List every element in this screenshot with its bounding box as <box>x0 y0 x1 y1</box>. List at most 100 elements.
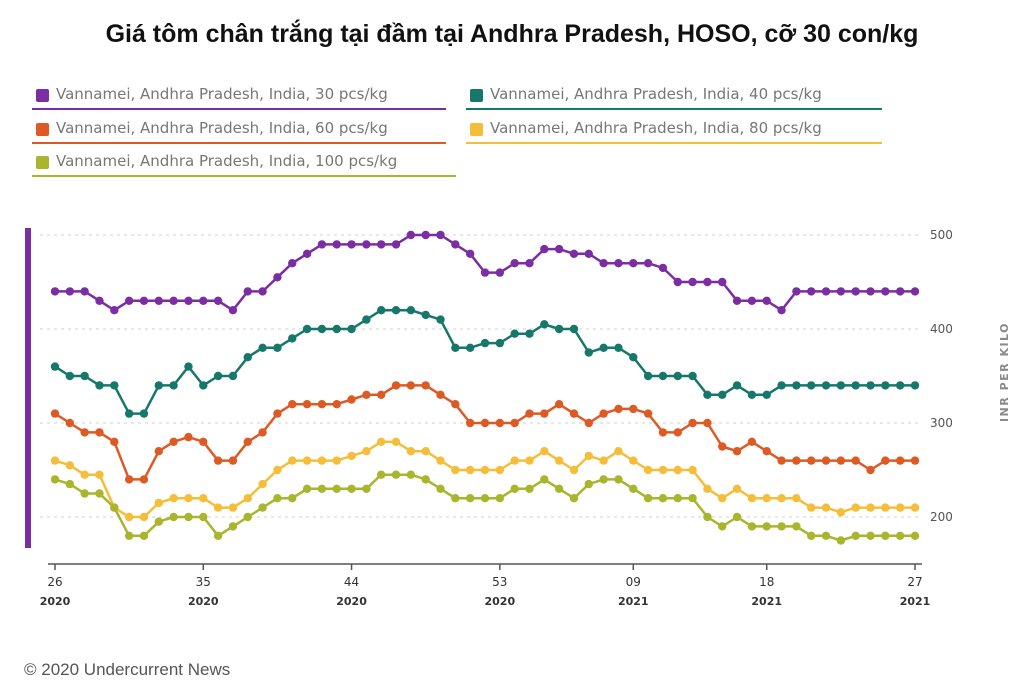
y-axis-ticks: 200 300 400 500 <box>930 228 953 524</box>
data-point-100-32 <box>525 484 534 493</box>
data-point-100-55 <box>866 531 875 540</box>
data-point-60-7 <box>154 447 163 456</box>
chart-title: Giá tôm chân trắng tại đầm tại Andhra Pr… <box>105 20 919 48</box>
data-point-60-43 <box>688 418 697 428</box>
data-point-40-5 <box>124 409 134 418</box>
data-point-30-9 <box>184 296 193 305</box>
x-tick-year-53: 2020 <box>485 595 516 608</box>
data-point-60-9 <box>184 432 193 442</box>
data-point-30-48 <box>762 296 771 305</box>
data-point-60-41 <box>658 428 668 437</box>
data-point-30-0 <box>50 287 60 296</box>
data-point-100-52 <box>821 531 831 540</box>
data-point-80-18 <box>317 456 327 465</box>
data-point-30-6 <box>139 296 149 305</box>
data-point-40-38 <box>614 343 623 352</box>
data-point-80-8 <box>169 494 178 503</box>
x-tick-label-27: 27 <box>907 575 922 589</box>
data-point-100-53 <box>836 536 846 545</box>
data-point-100-24 <box>406 470 416 479</box>
x-tick-label-09: 09 <box>626 575 641 589</box>
data-point-40-35 <box>569 324 579 334</box>
data-point-30-52 <box>821 287 831 296</box>
legend-item-100[interactable]: Vannamei, Andhra Pradesh, India, 100 pcs… <box>32 151 456 181</box>
data-point-100-48 <box>762 522 771 531</box>
x-tick-label-53: 53 <box>492 575 507 589</box>
data-point-60-4 <box>110 437 119 446</box>
data-point-30-26 <box>436 230 445 240</box>
data-point-60-5 <box>124 475 134 484</box>
data-point-40-16 <box>288 334 297 343</box>
data-point-100-14 <box>258 503 267 512</box>
data-point-40-56 <box>881 381 890 390</box>
data-point-80-49 <box>777 494 786 503</box>
data-point-100-57 <box>895 531 905 540</box>
data-point-100-37 <box>599 475 608 484</box>
data-point-100-21 <box>362 484 371 493</box>
data-point-40-28 <box>465 343 475 352</box>
data-point-80-24 <box>406 447 416 456</box>
legend-label-100: Vannamei, Andhra Pradesh, India, 100 pcs… <box>56 152 398 170</box>
data-point-30-43 <box>688 277 697 287</box>
data-point-100-12 <box>228 522 238 531</box>
data-point-100-19 <box>332 484 341 493</box>
data-point-60-18 <box>317 400 327 409</box>
data-point-30-27 <box>451 240 460 249</box>
data-point-100-8 <box>169 512 178 522</box>
data-point-100-44 <box>703 512 712 522</box>
data-point-60-28 <box>465 418 475 428</box>
data-point-60-45 <box>718 442 727 451</box>
legend-item-80[interactable]: Vannamei, Andhra Pradesh, India, 80 pcs/… <box>466 118 882 148</box>
legend-label-30: Vannamei, Andhra Pradesh, India, 30 pcs/… <box>56 85 388 103</box>
data-point-40-27 <box>451 343 460 352</box>
data-point-40-40 <box>643 371 653 381</box>
legend-label-60: Vannamei, Andhra Pradesh, India, 60 pcs/… <box>56 119 388 137</box>
data-point-100-45 <box>718 522 727 531</box>
y-axis-label: INR PER KILO <box>998 322 1011 422</box>
data-point-40-34 <box>554 324 564 334</box>
data-point-80-9 <box>184 494 193 503</box>
legend-item-60[interactable]: Vannamei, Andhra Pradesh, India, 60 pcs/… <box>32 118 446 148</box>
data-point-80-12 <box>228 503 238 512</box>
data-point-100-11 <box>213 531 223 540</box>
data-point-40-58 <box>910 381 920 390</box>
data-point-100-54 <box>851 531 860 540</box>
series-line-60 <box>54 384 915 481</box>
legend-swatch-40 <box>470 89 483 102</box>
legend-item-40[interactable]: Vannamei, Andhra Pradesh, India, 40 pcs/… <box>466 84 882 114</box>
data-point-100-46 <box>732 512 742 522</box>
data-point-30-21 <box>362 240 371 249</box>
data-point-80-30 <box>495 465 505 475</box>
data-point-100-41 <box>658 494 668 503</box>
data-point-60-40 <box>643 409 653 418</box>
x-tick-year-35: 2020 <box>188 595 219 608</box>
data-point-30-36 <box>584 249 593 258</box>
data-point-100-3 <box>95 489 104 498</box>
data-point-100-56 <box>881 531 890 540</box>
data-point-60-14 <box>258 428 267 437</box>
data-point-40-42 <box>673 371 682 381</box>
data-point-80-38 <box>614 447 623 456</box>
data-point-100-33 <box>540 475 549 484</box>
data-point-80-3 <box>95 470 104 479</box>
data-point-60-12 <box>228 456 238 465</box>
data-point-40-47 <box>747 390 757 399</box>
data-point-100-30 <box>495 494 505 503</box>
data-point-30-30 <box>495 268 505 277</box>
data-point-40-15 <box>273 343 282 352</box>
legend-item-30[interactable]: Vannamei, Andhra Pradesh, India, 30 pcs/… <box>32 84 446 114</box>
data-point-60-30 <box>495 418 505 428</box>
data-point-100-18 <box>317 484 327 493</box>
data-point-80-46 <box>732 484 742 493</box>
data-point-60-21 <box>362 390 371 399</box>
data-point-30-15 <box>273 273 282 282</box>
data-point-30-33 <box>540 244 549 254</box>
data-point-60-44 <box>703 418 712 428</box>
data-point-60-19 <box>332 400 341 409</box>
data-point-100-15 <box>273 494 282 503</box>
data-point-40-36 <box>584 348 593 357</box>
data-point-100-31 <box>510 484 519 493</box>
legend-swatch-60 <box>36 123 49 136</box>
x-tick-year-09: 2021 <box>618 595 649 608</box>
data-point-100-10 <box>199 512 208 522</box>
